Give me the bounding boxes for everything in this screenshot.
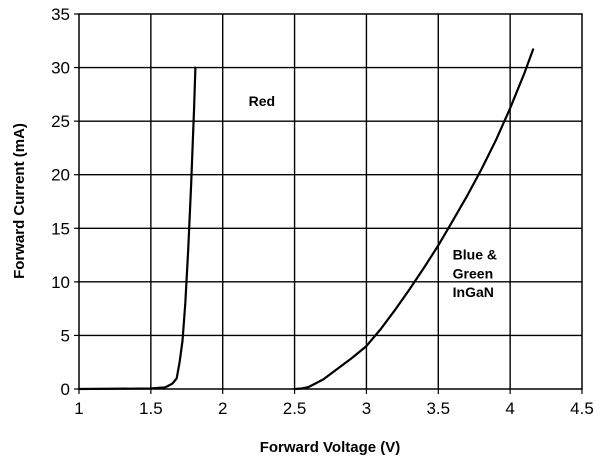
series-annotation: InGaN (453, 284, 494, 300)
y-tick-label: 15 (51, 219, 70, 238)
x-tick-label: 4.5 (570, 399, 594, 418)
x-tick-label: 3.5 (426, 399, 450, 418)
y-tick-label: 0 (61, 380, 70, 399)
x-tick-label: 4 (505, 399, 514, 418)
y-axis-title: Forward Current (mA) (11, 123, 28, 279)
y-tick-label: 25 (51, 112, 70, 131)
y-tick-label: 20 (51, 166, 70, 185)
series-layer (77, 48, 535, 391)
blue-green-ingan-curve (293, 48, 535, 391)
series-annotation: Red (249, 93, 275, 109)
annotation-layer: Red Blue & Green InGaN (249, 93, 497, 300)
x-tick-label: 2 (218, 399, 227, 418)
x-tick-label: 1.5 (139, 399, 163, 418)
y-tick-label: 5 (61, 326, 70, 345)
red-led-curve (77, 66, 197, 391)
plot-frame (78, 13, 583, 390)
grid-layer (79, 14, 582, 389)
x-tick-label: 1 (74, 399, 83, 418)
y-tick-label: 10 (51, 273, 70, 292)
x-axis-title: Forward Voltage (V) (260, 439, 401, 456)
x-tick-label: 2.5 (283, 399, 307, 418)
tick-layer: 1 1.5 2 2.5 3 3.5 4 4.5 0 5 10 15 20 25 30 35 (51, 5, 594, 418)
x-tick-label: 3 (362, 399, 371, 418)
series-annotation: Blue & (453, 246, 497, 262)
y-tick-label: 35 (51, 5, 70, 24)
y-tick-label: 30 (51, 59, 70, 78)
series-annotation: Green (453, 266, 493, 282)
